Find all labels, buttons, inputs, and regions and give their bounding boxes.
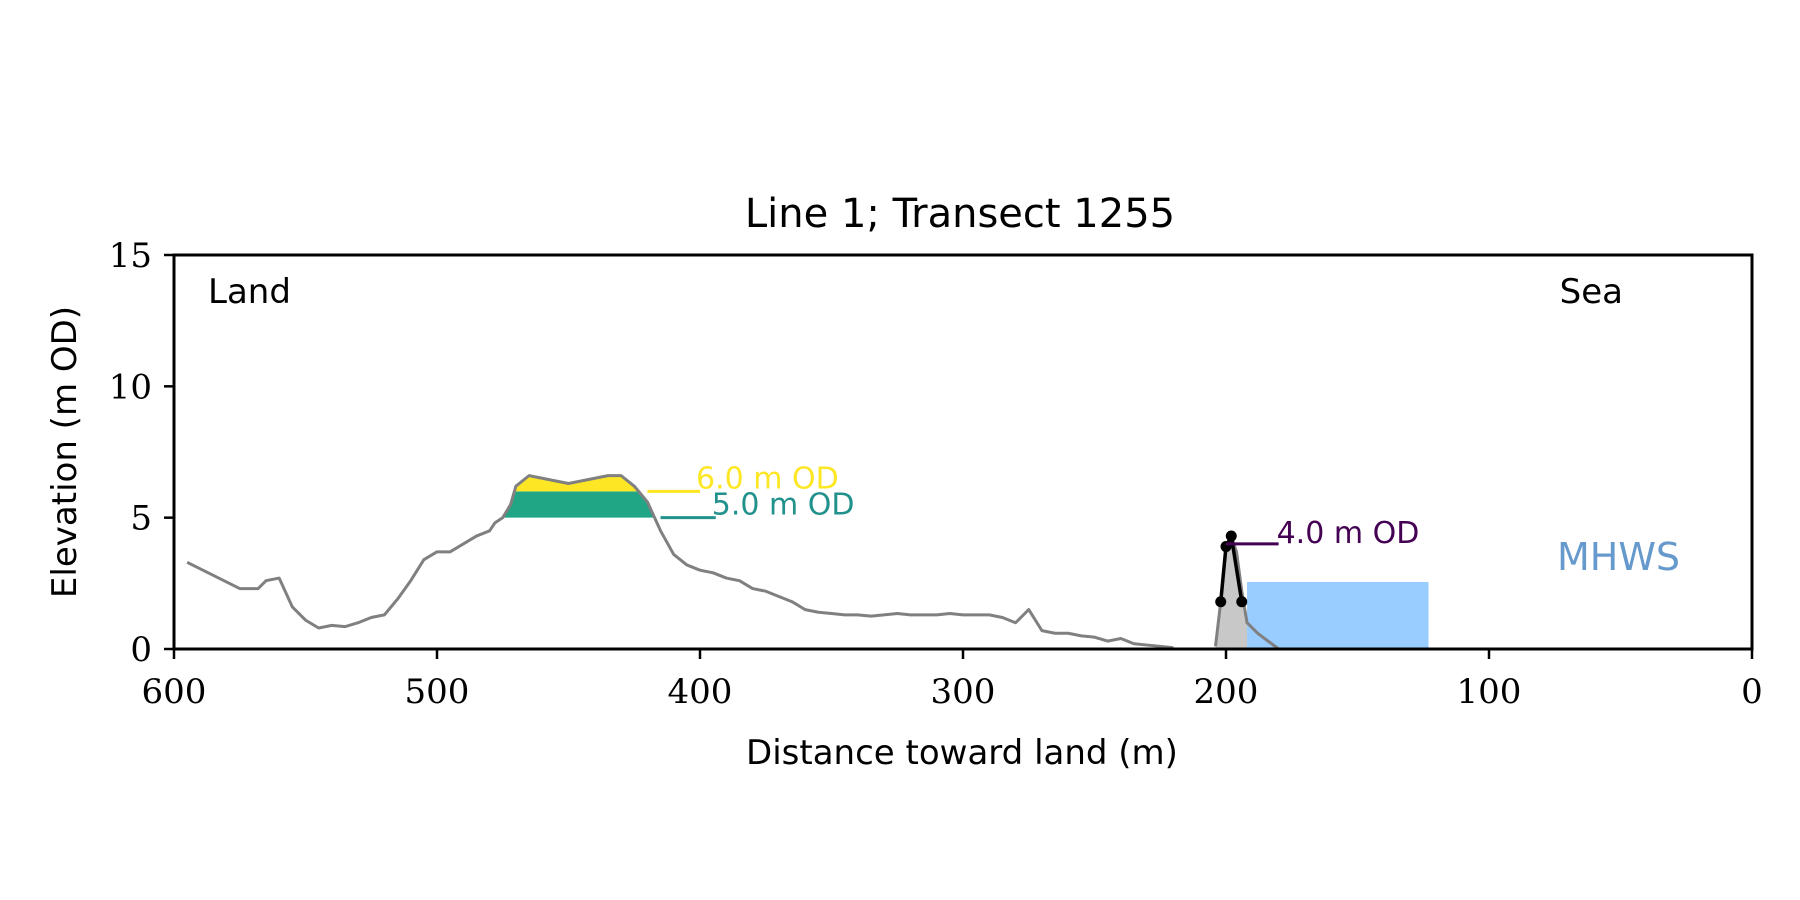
y-tick-label: 0	[130, 630, 152, 670]
chart-title: Line 1; Transect 1255	[745, 191, 1175, 237]
x-tick-label: 400	[668, 672, 733, 712]
y-tick-label: 15	[109, 236, 152, 276]
elevation-profile-line	[186, 474, 1174, 650]
x-tick-label: 300	[931, 672, 996, 712]
mhws-label: MHWS	[1557, 535, 1680, 579]
structure-point-3	[1225, 530, 1237, 542]
structure-fill	[1215, 536, 1248, 649]
flood-level-fill-5	[502, 491, 666, 518]
level-label-5: 5.0 m OD	[712, 488, 855, 523]
mhws-water-area	[1247, 582, 1429, 649]
axes-frame	[172, 253, 1754, 651]
crest-level-label: 4.0 m OD	[1277, 516, 1420, 551]
level-label-6: 6.0 m OD	[696, 461, 839, 496]
structure-point-1	[1215, 596, 1227, 608]
y-tick-label: 10	[109, 367, 152, 407]
sea-label: Sea	[1560, 272, 1623, 312]
y-axis-label: Elevation (m OD)	[45, 306, 85, 598]
y-tick-label: 5	[130, 499, 152, 539]
x-axis-label: Distance toward land (m)	[746, 733, 1178, 773]
land-label: Land	[208, 272, 291, 312]
x-tick-label: 500	[405, 672, 470, 712]
plot-area: 6.0 m OD5.0 m OD 4.0 m OD MHWS	[186, 461, 1680, 651]
x-tick-label: 0	[1741, 672, 1763, 712]
x-tick-label: 200	[1194, 672, 1259, 712]
structure-point-4	[1236, 596, 1248, 608]
structure-outline	[1218, 530, 1244, 602]
x-tick-label: 600	[142, 672, 207, 712]
axis-ticks: 600 500 400 300 200 100 0 0 5 10 15	[109, 236, 1763, 712]
x-tick-label: 100	[1457, 672, 1522, 712]
